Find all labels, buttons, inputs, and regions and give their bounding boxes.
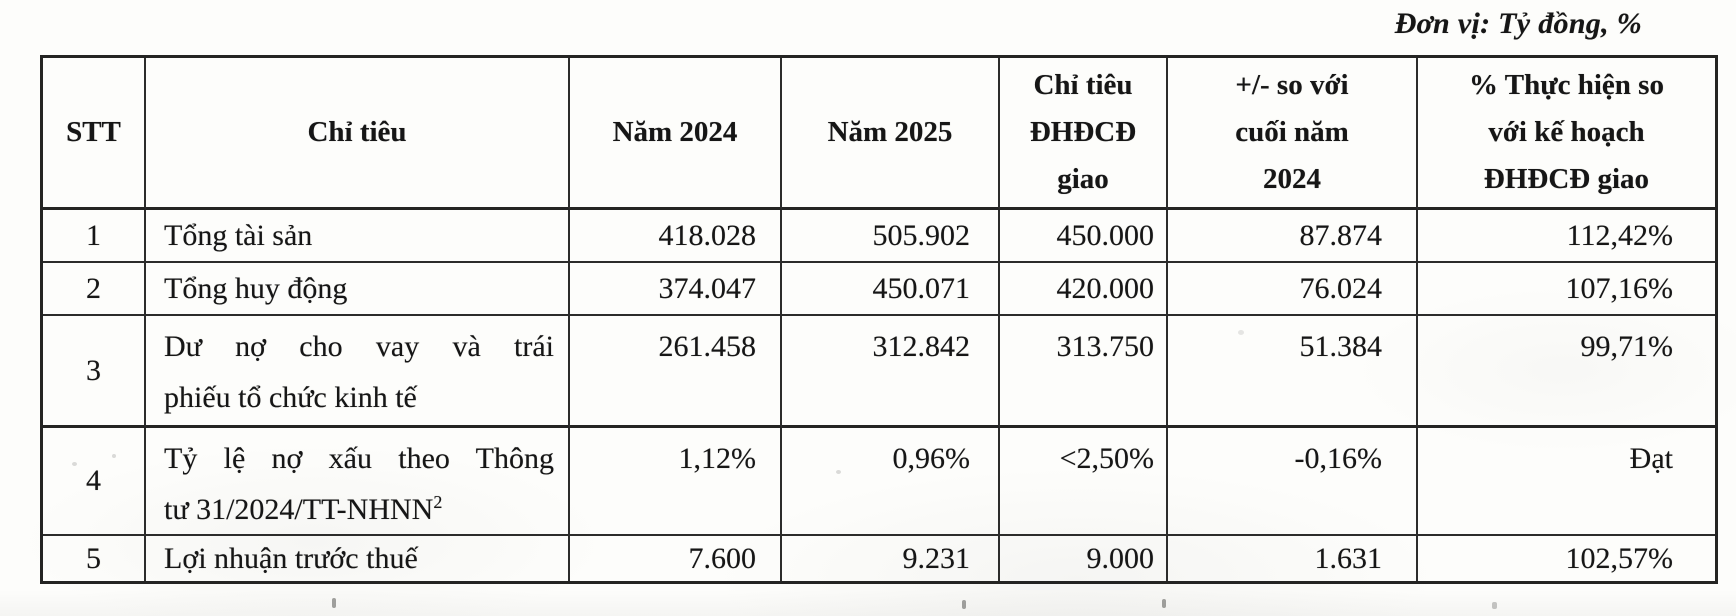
header-label: Năm 2025: [827, 116, 953, 148]
header-label-line: % Thực hiện so: [1469, 69, 1664, 101]
header-cell-change: +/- so với cuối năm 2024: [1168, 58, 1418, 210]
scan-speck: [72, 462, 77, 466]
criterion-cell: Dư nợ cho vay và trái phiếu tổ chức kinh…: [146, 316, 570, 428]
stt-cell: 5: [43, 536, 146, 581]
header-label-line: ĐHĐCĐ giao: [1483, 163, 1650, 195]
value-cell-target: 313.750: [1000, 316, 1168, 428]
value-cell-2025: 0,96%: [782, 428, 1000, 536]
unit-note: Đơn vị: Tỷ đồng, %: [1394, 7, 1642, 40]
scan-speck: [1238, 330, 1244, 335]
header-label-line: 2024: [1263, 163, 1321, 195]
criterion-cell: Tỷ lệ nợ xấu theo Thông tư 31/2024/TT-NH…: [146, 428, 570, 536]
value-cell-pct: 102,57%: [1565, 541, 1674, 575]
header-label-line: giao: [1057, 163, 1109, 195]
header-label-line: ĐHĐCĐ: [1029, 116, 1137, 148]
criterion-cell: Tổng tài sản: [146, 210, 570, 263]
criterion-line: tư 31/2024/TT-NHNN2: [164, 484, 554, 534]
value-cell-target: 450.000: [1000, 210, 1168, 263]
header-cell-year-2025: Năm 2025: [782, 58, 1000, 210]
stt-cell: 3: [43, 316, 146, 428]
value-cell-2025: 312.842: [782, 316, 1000, 428]
cut-off-text-mark: [332, 598, 336, 608]
criterion-line: Dư nợ cho vay và trái: [164, 330, 554, 363]
header-cell-criterion: Chỉ tiêu: [146, 58, 570, 210]
header-label-line: Chỉ tiêu: [1033, 69, 1133, 101]
criterion-cell: Tổng huy động: [146, 263, 570, 316]
stt-cell: 1: [43, 210, 146, 263]
criterion-line: Tỷ lệ nợ xấu theo Thông: [164, 442, 554, 475]
header-cell-target: Chỉ tiêu ĐHĐCĐ giao: [1000, 58, 1168, 210]
value-cell-change: -0,16%: [1168, 428, 1418, 536]
value-cell-change: 1.631: [1168, 536, 1418, 581]
header-cell-stt: STT: [43, 58, 146, 210]
stt-cell: 4: [43, 428, 146, 536]
value-cell-2024: 1,12%: [570, 428, 782, 536]
financial-indicators-table: STT Chỉ tiêu Năm 2024 Năm 2025 Chỉ tiêu …: [40, 55, 1718, 584]
value-cell-2024: 374.047: [570, 263, 782, 316]
value-cell-pct: 112,42%: [1418, 210, 1715, 263]
scan-speck: [112, 454, 116, 458]
value-cell-2024: 418.028: [570, 210, 782, 263]
cut-off-text-mark: [1162, 599, 1166, 608]
value-cell-pct: 107,16%: [1418, 263, 1715, 316]
header-label: Năm 2024: [612, 116, 738, 148]
criterion-text: tư 31/2024/TT-NHNN: [164, 493, 434, 526]
header-label-line: cuối năm: [1235, 116, 1349, 148]
footnote-reference: 2: [433, 492, 443, 512]
value-cell-change: 76.024: [1168, 263, 1418, 316]
header-label-line: với kế hoạch: [1488, 116, 1645, 148]
value-cell-pct: Đạt: [1418, 428, 1715, 536]
value-cell-2024: 7.600: [570, 536, 782, 581]
cut-off-text-mark: [1492, 602, 1497, 609]
header-label: STT: [66, 116, 121, 148]
value-cell-target: 9.000: [1000, 536, 1168, 581]
value-cell-2024: 261.458: [570, 316, 782, 428]
header-label: Chỉ tiêu: [307, 116, 407, 148]
header-cell-year-2024: Năm 2024: [570, 58, 782, 210]
value-cell-2025: 9.231: [782, 536, 1000, 581]
header-label-line: +/- so với: [1235, 69, 1349, 101]
criterion-cell: Lợi nhuận trước thuế: [146, 536, 570, 581]
value-cell-2025: 450.071: [782, 263, 1000, 316]
cut-off-text-mark: [962, 600, 966, 609]
value-cell-change: 87.874: [1168, 210, 1418, 263]
value-cell-2025: 505.902: [782, 210, 1000, 263]
criterion-line: phiếu tổ chức kinh tế: [164, 381, 417, 414]
value-cell-target: <2,50%: [1000, 428, 1168, 536]
stt-cell: 2: [43, 263, 146, 316]
value-cell-pct: 99,71%: [1418, 316, 1715, 428]
value-cell-target: 420.000: [1000, 263, 1168, 316]
header-cell-pct-achieved: % Thực hiện so với kế hoạch ĐHĐCĐ giao: [1418, 58, 1715, 210]
value-cell-change: 51.384: [1168, 316, 1418, 428]
scan-speck: [836, 470, 841, 474]
